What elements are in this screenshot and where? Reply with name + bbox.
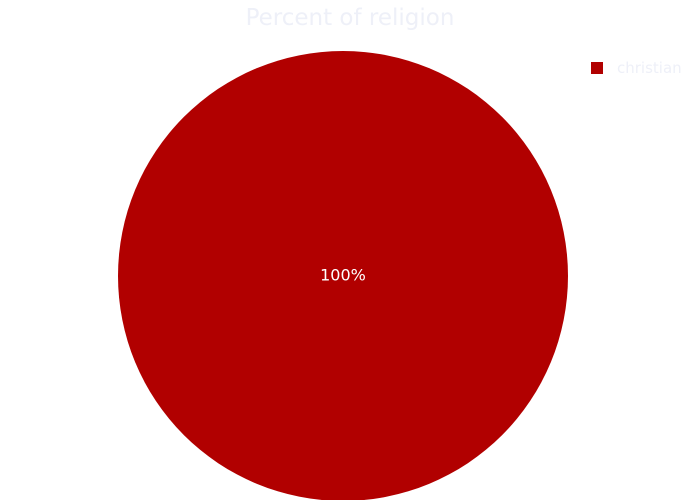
slice-label-christian: 100% [320,266,366,285]
pie-slice-christian[interactable] [118,51,568,500]
legend-label-christian[interactable]: christian [617,59,682,77]
pie-group: 100% [118,51,568,500]
legend[interactable]: christian [591,59,682,77]
legend-swatch-christian[interactable] [591,62,603,74]
chart-title: Percent of religion [246,5,455,31]
